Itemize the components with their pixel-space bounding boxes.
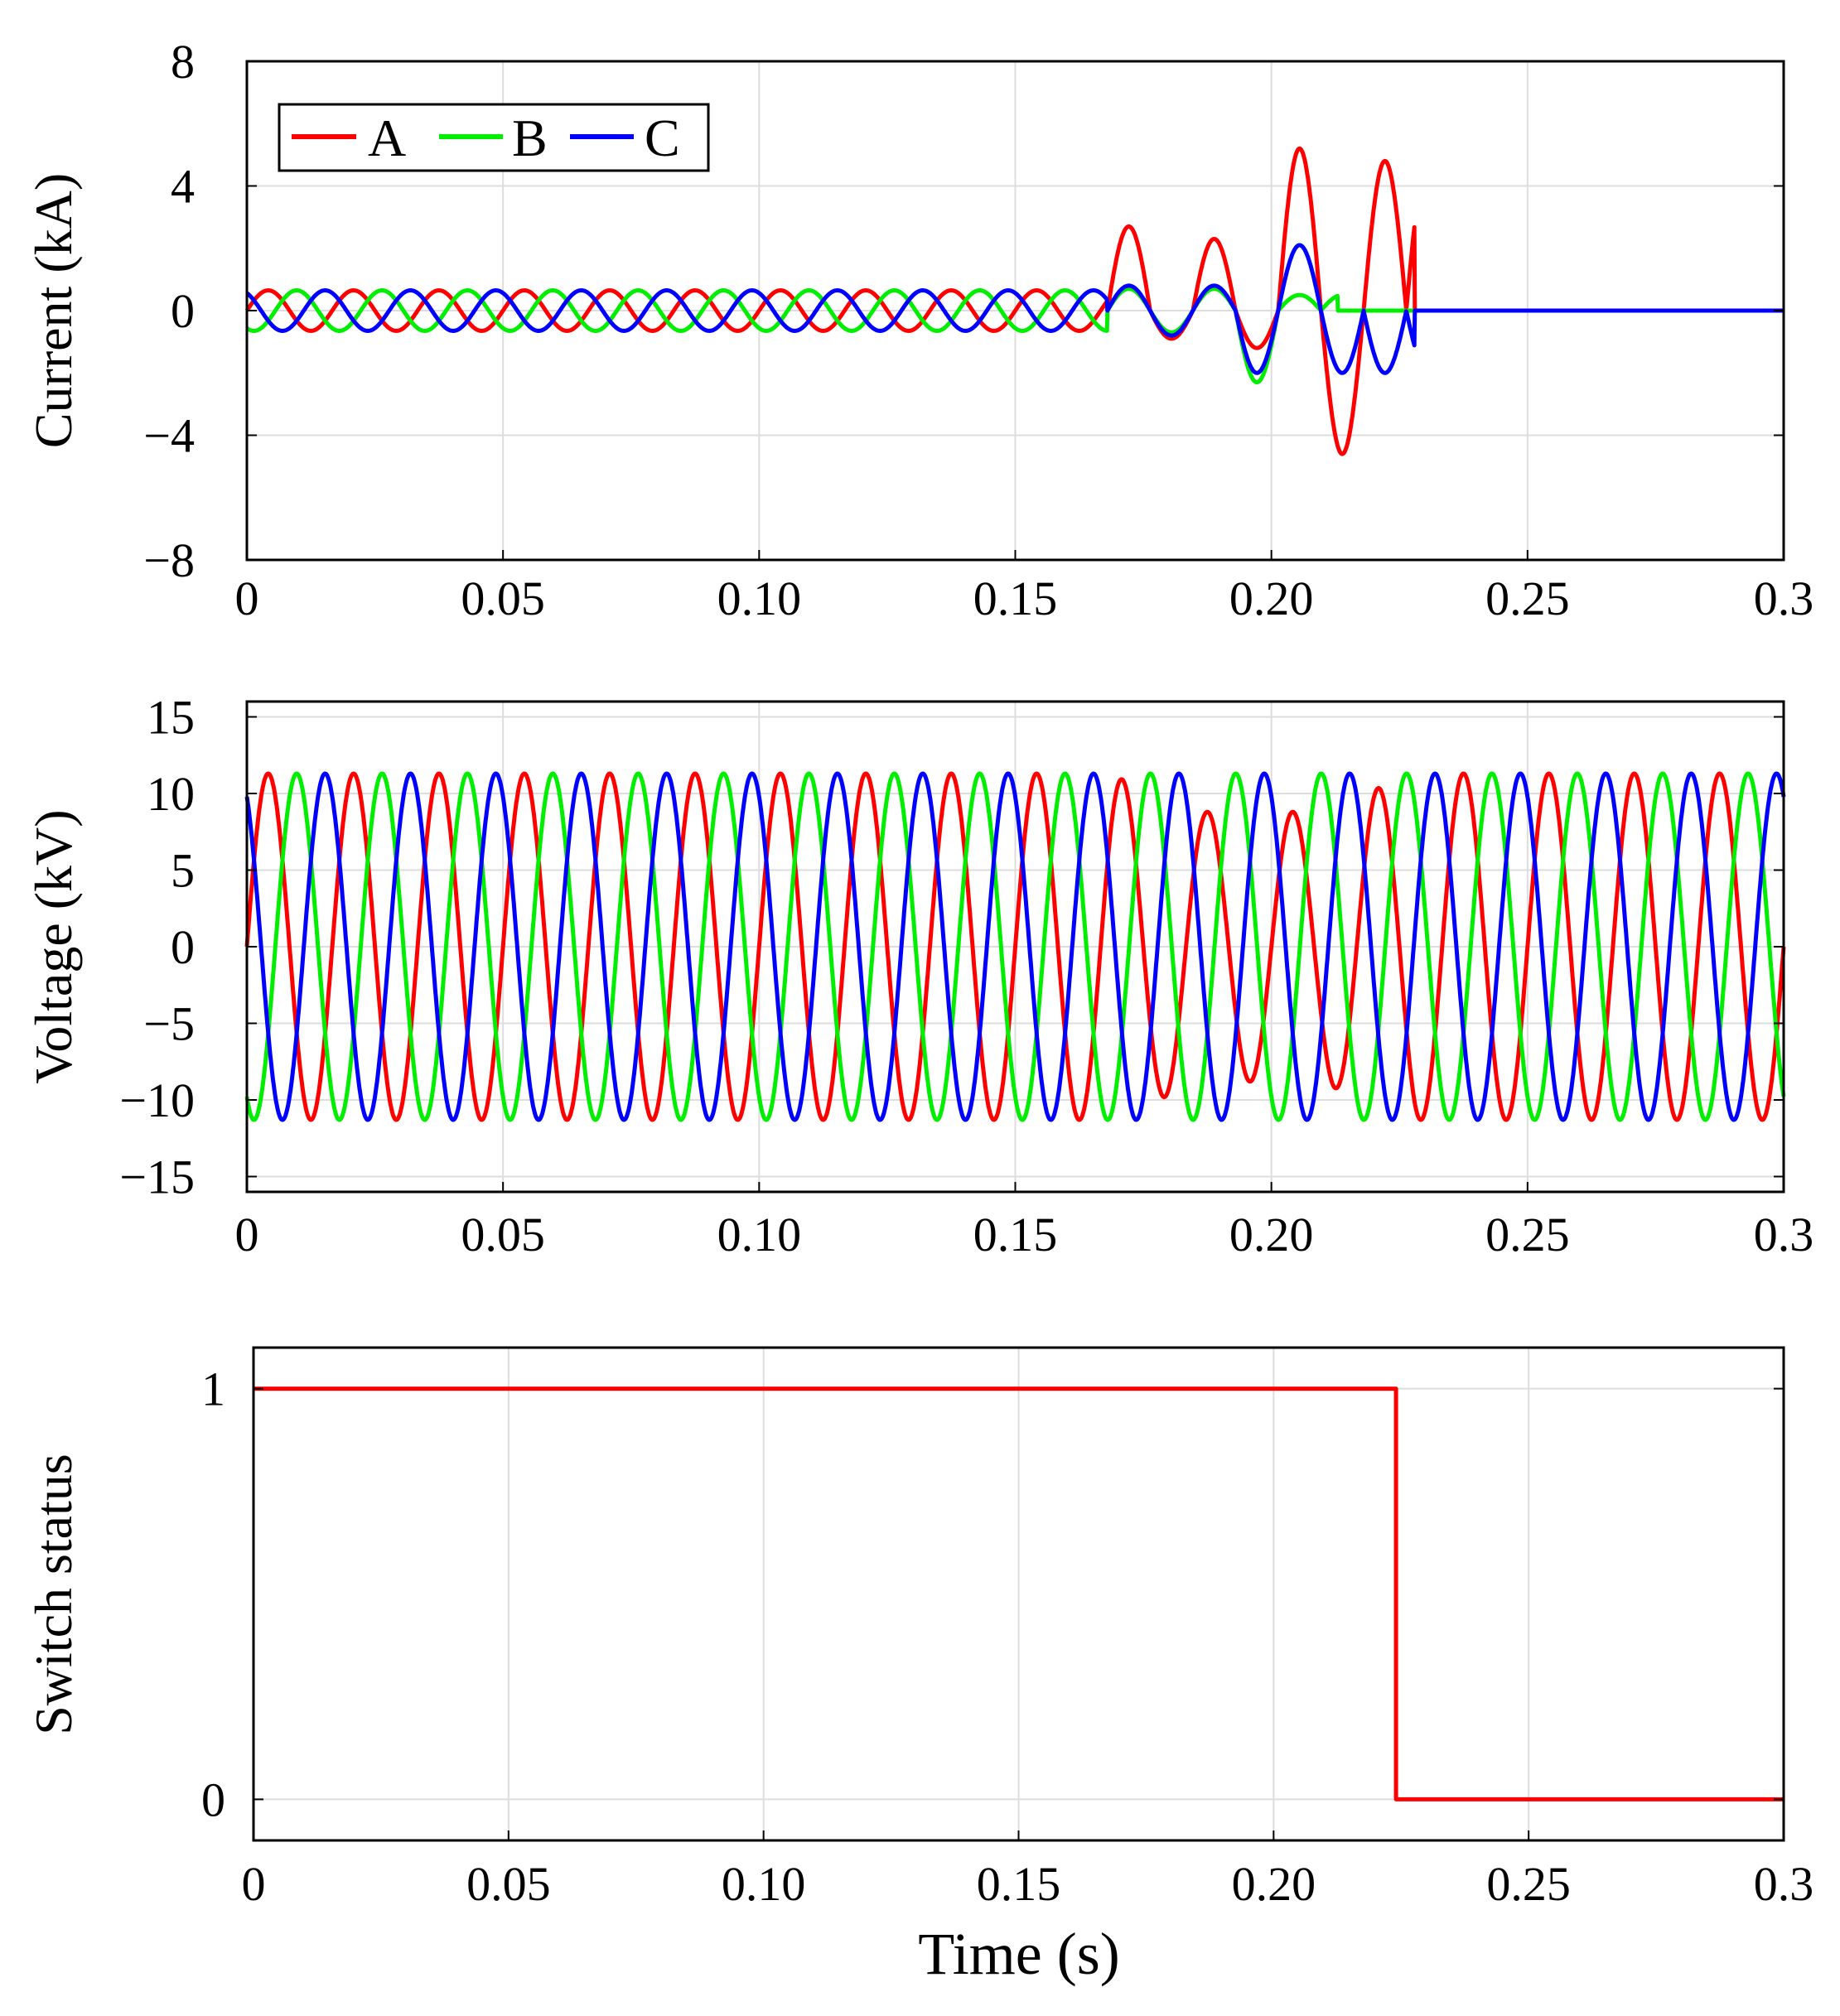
y-tick-label: 0	[171, 284, 195, 338]
y-tick-label: −4	[143, 409, 195, 463]
series-line-c	[244, 771, 1786, 1122]
x-tick-label: 0.20	[1232, 1857, 1316, 1911]
voltage-y-axis-label: Voltage (kV)	[24, 809, 83, 1083]
x-tick-label: 0	[242, 1857, 266, 1911]
current-series	[244, 146, 1785, 456]
switch-x-axis-label: Time (s)	[918, 1921, 1119, 1987]
voltage-chart: 0 0.05 0.10 0.15 0.20 0.25 0.3 15 10 5 0 −5 −10 −15 V…	[24, 691, 1813, 1262]
x-tick-label: 0	[235, 1208, 259, 1261]
y-tick-label: 10	[147, 767, 195, 821]
x-tick-label: 0.3	[1754, 1208, 1814, 1261]
legend-label-c: C	[645, 109, 680, 167]
x-tick-label: 0.05	[466, 1857, 551, 1911]
switch-y-axis-label: Switch status	[24, 1454, 83, 1735]
switch-series	[254, 1387, 1784, 1801]
x-tick-label: 0.20	[1229, 1208, 1314, 1261]
x-tick-label: 0	[235, 572, 259, 625]
legend-label-a: A	[368, 109, 406, 167]
x-tick-label: 0.15	[973, 572, 1058, 625]
x-tick-label: 0.05	[461, 572, 545, 625]
legend-label-b: B	[512, 109, 548, 167]
x-tick-label: 0.20	[1229, 572, 1314, 625]
switch-chart: 0 0.05 0.10 0.15 0.20 0.25 0.3 1 0 Switch status…	[24, 1346, 1813, 1987]
switch-grid	[254, 1348, 1784, 1840]
y-tick-label: 4	[171, 160, 195, 214]
y-tick-label: 1	[201, 1362, 225, 1416]
y-tick-label: −5	[143, 997, 195, 1051]
x-tick-label: 0.10	[722, 1857, 806, 1911]
x-tick-label: 0.10	[717, 572, 802, 625]
current-y-axis-label: Current (kA)	[24, 173, 83, 448]
x-tick-label: 0.25	[1485, 1208, 1570, 1261]
x-tick-label: 0.10	[717, 1208, 802, 1261]
switch-ticks: 0 0.05 0.10 0.15 0.20 0.25 0.3 1 0	[201, 1362, 1813, 1911]
current-chart: 0 0.05 0.10 0.15 0.20 0.25 0.3 8 4 0 −4 −8 Current …	[24, 35, 1813, 625]
series-line-switch	[254, 1387, 1784, 1801]
y-tick-label: 0	[201, 1772, 225, 1826]
x-tick-label: 0.05	[461, 1208, 545, 1261]
x-tick-label: 0.3	[1754, 1857, 1814, 1911]
x-tick-label: 0.25	[1486, 1857, 1571, 1911]
y-tick-label: −15	[119, 1150, 195, 1204]
series-line-a	[244, 771, 1786, 1122]
current-ticks: 0 0.05 0.10 0.15 0.20 0.25 0.3 8 4 0 −4 −8	[143, 35, 1813, 625]
y-tick-label: 8	[171, 35, 195, 89]
voltage-series	[244, 771, 1786, 1122]
y-tick-label: 15	[147, 691, 195, 745]
current-legend: A B C	[278, 103, 710, 172]
x-tick-label: 0.3	[1754, 572, 1814, 625]
series-line-c	[245, 243, 1785, 375]
y-tick-label: −10	[119, 1073, 195, 1127]
y-tick-label: −8	[143, 533, 195, 587]
x-tick-label: 0.25	[1485, 572, 1570, 625]
y-tick-label: 0	[171, 920, 195, 974]
series-line-b	[244, 771, 1786, 1122]
x-tick-label: 0.15	[973, 1208, 1058, 1261]
voltage-ticks: 0 0.05 0.10 0.15 0.20 0.25 0.3 15 10 5 0 −5 −10 −15	[119, 691, 1813, 1262]
x-tick-label: 0.15	[977, 1857, 1061, 1911]
y-tick-label: 5	[171, 844, 195, 898]
